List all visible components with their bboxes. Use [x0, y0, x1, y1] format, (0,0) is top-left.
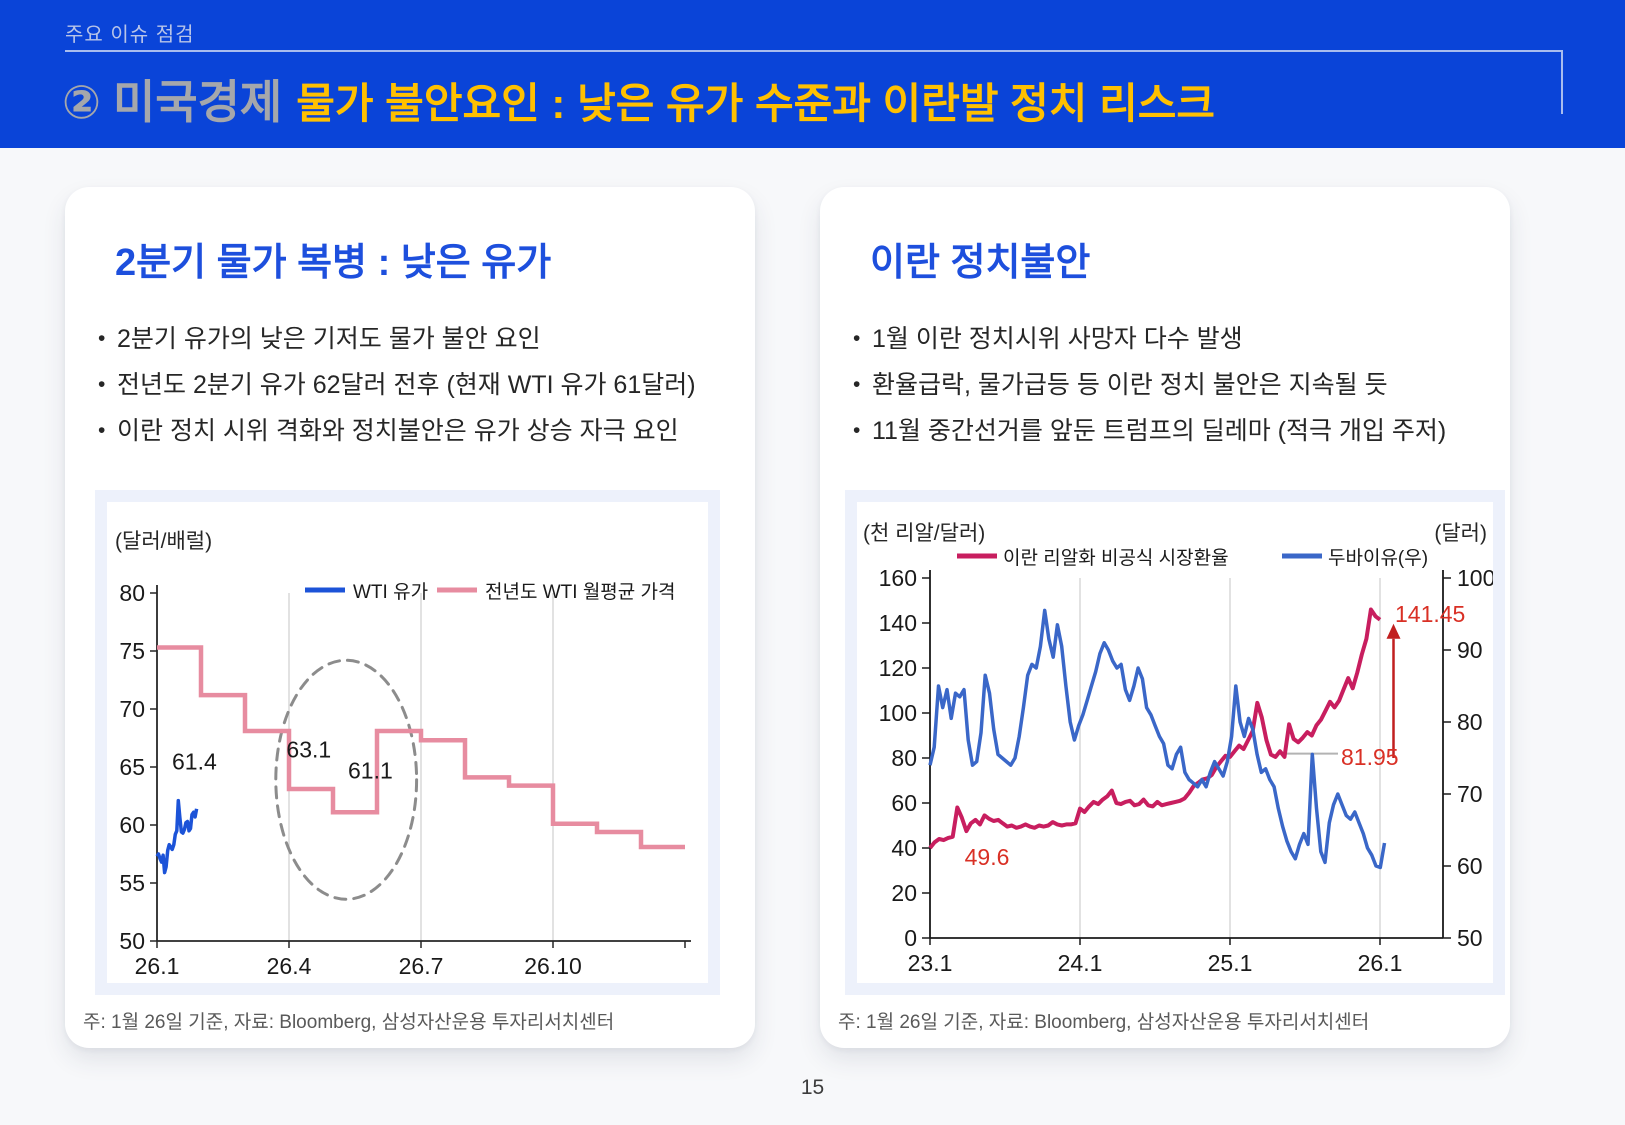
y-tick-label-left: 120: [879, 655, 917, 681]
legend-label: WTI 유가: [353, 581, 428, 603]
wti-card: 2분기 물가 복병 : 낮은 유가 2분기 유가의 낮은 기저도 물가 불안 요…: [65, 187, 755, 1048]
y-tick-label: 80: [119, 580, 145, 606]
y-tick-label: 55: [119, 870, 145, 896]
series-left: [928, 607, 1382, 850]
y-tick-label: 65: [119, 754, 145, 780]
y-tick-label-left: 80: [891, 745, 917, 771]
data-label: 81.95: [1341, 744, 1399, 770]
content-area: 2분기 물가 복병 : 낮은 유가 2분기 유가의 낮은 기저도 물가 불안 요…: [65, 187, 1625, 1048]
list-item: 11월 중간선거를 앞둔 트럼프의 딜레마 (적극 개입 주저): [844, 408, 1510, 454]
unit-label-left: (달러/배럴): [115, 530, 212, 553]
wti-chart-panel: 80 75 70 65 60 55 50 26.1 26.4 26.7 26.10 (달러/배럴) WT…: [95, 490, 720, 995]
wti-bullet-list: 2분기 유가의 낮은 기저도 물가 불안 요인 전년도 2분기 유가 62달러 …: [89, 316, 755, 454]
y-tick-label-left: 20: [891, 880, 917, 906]
unit-label-right: (달러): [1434, 522, 1487, 545]
iran-chart-panel: 160 140 120 100 80 60 40 20 0 100 90 80 70 60 50 23.1 24…: [845, 490, 1505, 995]
y-tick-label-left: 0: [904, 925, 917, 951]
header-rule-horizontal: [65, 50, 1563, 52]
y-tick-label-left: 60: [891, 790, 917, 816]
list-item: 이란 정치 시위 격화와 정치불안은 유가 상승 자극 요인: [89, 408, 755, 454]
legend-label: 두바이유(우): [1328, 547, 1428, 569]
data-label: 63.1: [286, 737, 331, 763]
y-tick-label-right: 100: [1457, 565, 1493, 591]
series-prior-year-step: [157, 645, 685, 850]
list-item: 2분기 유가의 낮은 기저도 물가 불안 요인: [89, 316, 755, 362]
y-tick-label: 75: [119, 638, 145, 664]
iran-chart-svg: 160 140 120 100 80 60 40 20 0 100 90 80 70 60 50 23.1 24…: [857, 502, 1493, 983]
data-label: 49.6: [965, 844, 1010, 870]
wti-footnote: 주: 1월 26일 기준, 자료: Bloomberg, 삼성자산운용 투자리서…: [83, 1012, 615, 1033]
legend-label: 이란 리알화 비공식 시장환율: [1003, 547, 1229, 569]
x-tick-label: 26.10: [524, 953, 582, 979]
x-tick-label: 26.4: [267, 953, 312, 979]
x-tick-label: 25.1: [1208, 950, 1253, 976]
y-tick-label-right: 50: [1457, 925, 1483, 951]
series-right: [928, 608, 1387, 870]
y-tick-label-right: 60: [1457, 853, 1483, 879]
data-label: 141.45: [1395, 601, 1465, 627]
y-tick-label-left: 160: [879, 565, 917, 591]
y-tick-label-right: 70: [1457, 781, 1483, 807]
page-title: ② 미국경제 물가 불안요인 : 낮은 유가 수준과 이란발 정치 리스크: [62, 66, 1215, 132]
y-tick-label-left: 140: [879, 610, 917, 636]
iran-footnote: 주: 1월 26일 기준, 자료: Bloomberg, 삼성자산운용 투자리서…: [838, 1012, 1370, 1033]
list-item: 환율급락, 물가급등 등 이란 정치 불안은 지속될 듯: [844, 362, 1510, 408]
x-tick-label: 26.1: [1358, 950, 1403, 976]
x-tick-label: 23.1: [908, 950, 953, 976]
iran-card-title: 이란 정치불안: [870, 242, 1091, 284]
wti-card-title: 2분기 물가 복병 : 낮은 유가: [115, 242, 552, 284]
x-tick-label: 26.7: [399, 953, 444, 979]
y-tick-label-right: 80: [1457, 709, 1483, 735]
list-item: 전년도 2분기 유가 62달러 전후 (현재 WTI 유가 61달러): [89, 362, 755, 408]
y-tick-label-left: 100: [879, 700, 917, 726]
x-tick-label: 26.1: [135, 953, 180, 979]
data-label: 61.1: [348, 758, 393, 784]
highlight-ellipse: [274, 658, 419, 901]
x-tick-label: 24.1: [1058, 950, 1103, 976]
y-tick-label: 70: [119, 696, 145, 722]
eyebrow-label: 주요 이슈 점검: [65, 24, 195, 46]
header-banner: 주요 이슈 점검 ② 미국경제 물가 불안요인 : 낮은 유가 수준과 이란발 정치…: [0, 0, 1625, 148]
y-tick-label: 60: [119, 812, 145, 838]
y-tick-label: 50: [119, 928, 145, 954]
y-tick-label-left: 40: [891, 835, 917, 861]
series-wti-line: [155, 798, 199, 875]
page-title-subtitle: 물가 불안요인 : 낮은 유가 수준과 이란발 정치 리스크: [296, 80, 1216, 127]
legend-label: 전년도 WTI 월평균 가격: [485, 581, 676, 603]
iran-card: 이란 정치불안 1월 이란 정치시위 사망자 다수 발생 환율급락, 물가급등 …: [820, 187, 1510, 1048]
annotation-arrow-head: [1386, 623, 1401, 639]
iran-bullet-list: 1월 이란 정치시위 사망자 다수 발생 환율급락, 물가급등 등 이란 정치 …: [844, 316, 1510, 454]
section-number-badge: ②: [62, 76, 101, 128]
data-label: 61.4: [172, 748, 217, 774]
page-number: 15: [800, 1076, 825, 1099]
page-title-topic: 미국경제: [112, 76, 283, 128]
header-rule-vertical: [1561, 50, 1563, 114]
y-tick-label-right: 90: [1457, 637, 1483, 663]
list-item: 1월 이란 정치시위 사망자 다수 발생: [844, 316, 1510, 362]
slide: 주요 이슈 점검 ② 미국경제 물가 불안요인 : 낮은 유가 수준과 이란발 정치…: [0, 0, 1625, 1048]
unit-label-left: (천 리알/달러): [863, 522, 985, 545]
